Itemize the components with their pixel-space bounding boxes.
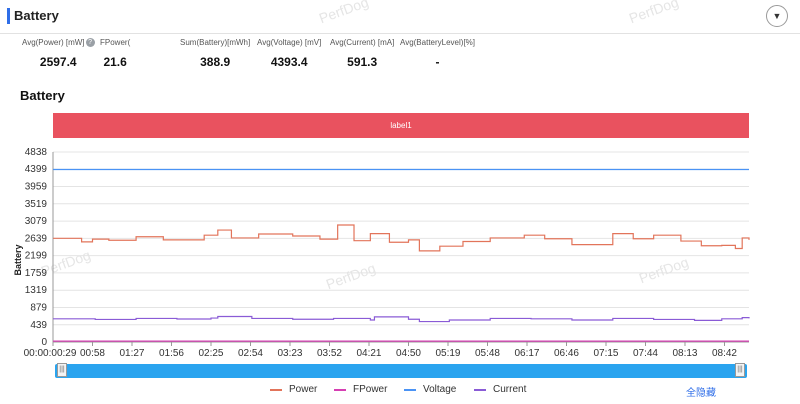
legend-item-voltage[interactable]: Voltage: [404, 384, 456, 395]
x-tick-label: 01:27: [119, 348, 144, 359]
stat-label: FPower(: [100, 38, 131, 47]
x-tick-label: 01:56: [159, 348, 184, 359]
legend-label: Voltage: [423, 384, 457, 395]
time-range-slider[interactable]: ||| |||: [55, 363, 747, 378]
chart-legend: Power FPower Voltage Current: [0, 384, 800, 398]
battery-line-chart[interactable]: 4838 4399 3959 3519 3079 2639 2199 1759 1319 879 4…: [0, 140, 800, 362]
stat-value: -: [435, 55, 440, 69]
legend-label: Current: [493, 384, 527, 395]
legend-item-fpower[interactable]: FPower: [334, 384, 387, 395]
y-tick-label: 0: [41, 337, 47, 348]
y-tick-label: 3519: [25, 199, 48, 210]
collapse-button[interactable]: ▼: [766, 5, 788, 27]
x-tick-label: 04:50: [396, 348, 421, 359]
y-tick-label: 2199: [25, 251, 48, 262]
y-tick-label: 439: [30, 320, 47, 331]
y-tick-label: 2639: [25, 233, 48, 244]
panel-header: Battery ▼: [0, 0, 800, 34]
stat-value: 2597.4: [39, 55, 77, 69]
stat-label: Avg(Current) [mA]: [330, 38, 395, 47]
stat-value: 591.3: [347, 55, 378, 69]
y-tick-label: 4399: [25, 164, 48, 175]
stat-avg-battery-level: Avg(BatteryLevel)[%] -: [400, 38, 475, 69]
slider-left-handle[interactable]: |||: [57, 363, 67, 377]
help-icon[interactable]: ?: [85, 38, 95, 47]
x-tick-label: 02:54: [238, 348, 263, 359]
stat-avg-current: Avg(Current) [mA] 591.3: [330, 38, 394, 69]
x-tick-label: 05:48: [475, 348, 500, 359]
stat-label: Avg(BatteryLevel)[%]: [400, 38, 475, 47]
legend-swatch: [334, 388, 346, 391]
panel-title: Battery: [14, 8, 59, 23]
x-tick-label: 03:23: [277, 348, 302, 359]
x-tick-label: 07:15: [593, 348, 618, 359]
stat-value: 21.6: [103, 55, 127, 69]
legend-label: FPower: [353, 384, 388, 395]
legend-swatch: [474, 388, 486, 391]
x-tick-label: 03:52: [317, 348, 342, 359]
y-tick-label: 3959: [25, 182, 48, 193]
slider-right-handle[interactable]: |||: [735, 363, 745, 377]
legend-item-current[interactable]: Current: [474, 384, 526, 395]
x-tick-label: 00:00:00:29: [24, 348, 77, 359]
stat-label: Avg(Voltage) [mV]: [257, 38, 322, 47]
x-tick-label: 08:13: [672, 348, 697, 359]
x-tick-label: 05:19: [435, 348, 460, 359]
stat-fpower: FPower( 21.6: [100, 38, 130, 69]
series-line-power[interactable]: [53, 224, 750, 252]
stat-label: Avg(Power) [mW]: [22, 38, 85, 47]
legend-swatch: [404, 388, 416, 391]
x-tick-label: 00:58: [80, 348, 105, 359]
header-divider: [0, 33, 800, 34]
chart-title: Battery: [20, 88, 65, 103]
stat-value: 388.9: [200, 55, 231, 69]
stat-label: Sum(Battery)[mWh]: [180, 38, 251, 47]
hide-all-button[interactable]: 全隐藏: [686, 388, 716, 399]
x-tick-label: 07:44: [633, 348, 658, 359]
x-tick-label: 08:42: [712, 348, 737, 359]
y-tick-label: 4838: [25, 147, 48, 158]
header-accent-bar: [7, 8, 10, 24]
y-tick-label: 1319: [25, 285, 48, 296]
chevron-down-icon: ▼: [772, 11, 782, 21]
stat-avg-voltage: Avg(Voltage) [mV] 4393.4: [257, 38, 321, 69]
legend-label: Power: [289, 384, 318, 395]
label-band[interactable]: label1: [53, 113, 749, 138]
x-tick-label: 02:25: [198, 348, 223, 359]
stat-avg-power: Avg(Power) [mW]? 2597.4: [22, 38, 95, 69]
stat-sum-battery: Sum(Battery)[mWh] 388.9: [180, 38, 250, 69]
y-tick-label: 3079: [25, 216, 48, 227]
y-tick-label: 1759: [25, 268, 48, 279]
legend-item-power[interactable]: Power: [270, 384, 317, 395]
x-tick-label: 06:17: [514, 348, 539, 359]
series-line-current[interactable]: [53, 315, 750, 323]
x-tick-label: 06:46: [554, 348, 579, 359]
stats-row: Avg(Power) [mW]? 2597.4 FPower( 21.6 Sum…: [0, 38, 800, 78]
x-tick-label: 04:21: [356, 348, 381, 359]
stat-value: 4393.4: [270, 55, 308, 69]
y-tick-label: 879: [30, 302, 47, 313]
legend-swatch: [270, 388, 282, 391]
